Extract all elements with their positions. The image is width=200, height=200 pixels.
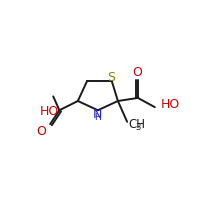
Text: CH: CH <box>128 118 145 131</box>
Text: O: O <box>132 66 142 79</box>
Text: HO: HO <box>39 105 59 118</box>
Text: H: H <box>94 113 100 122</box>
Text: 3: 3 <box>135 123 140 132</box>
Text: N: N <box>92 108 102 121</box>
Text: HO: HO <box>161 98 180 111</box>
Text: S: S <box>107 71 115 84</box>
Text: O: O <box>37 125 47 138</box>
